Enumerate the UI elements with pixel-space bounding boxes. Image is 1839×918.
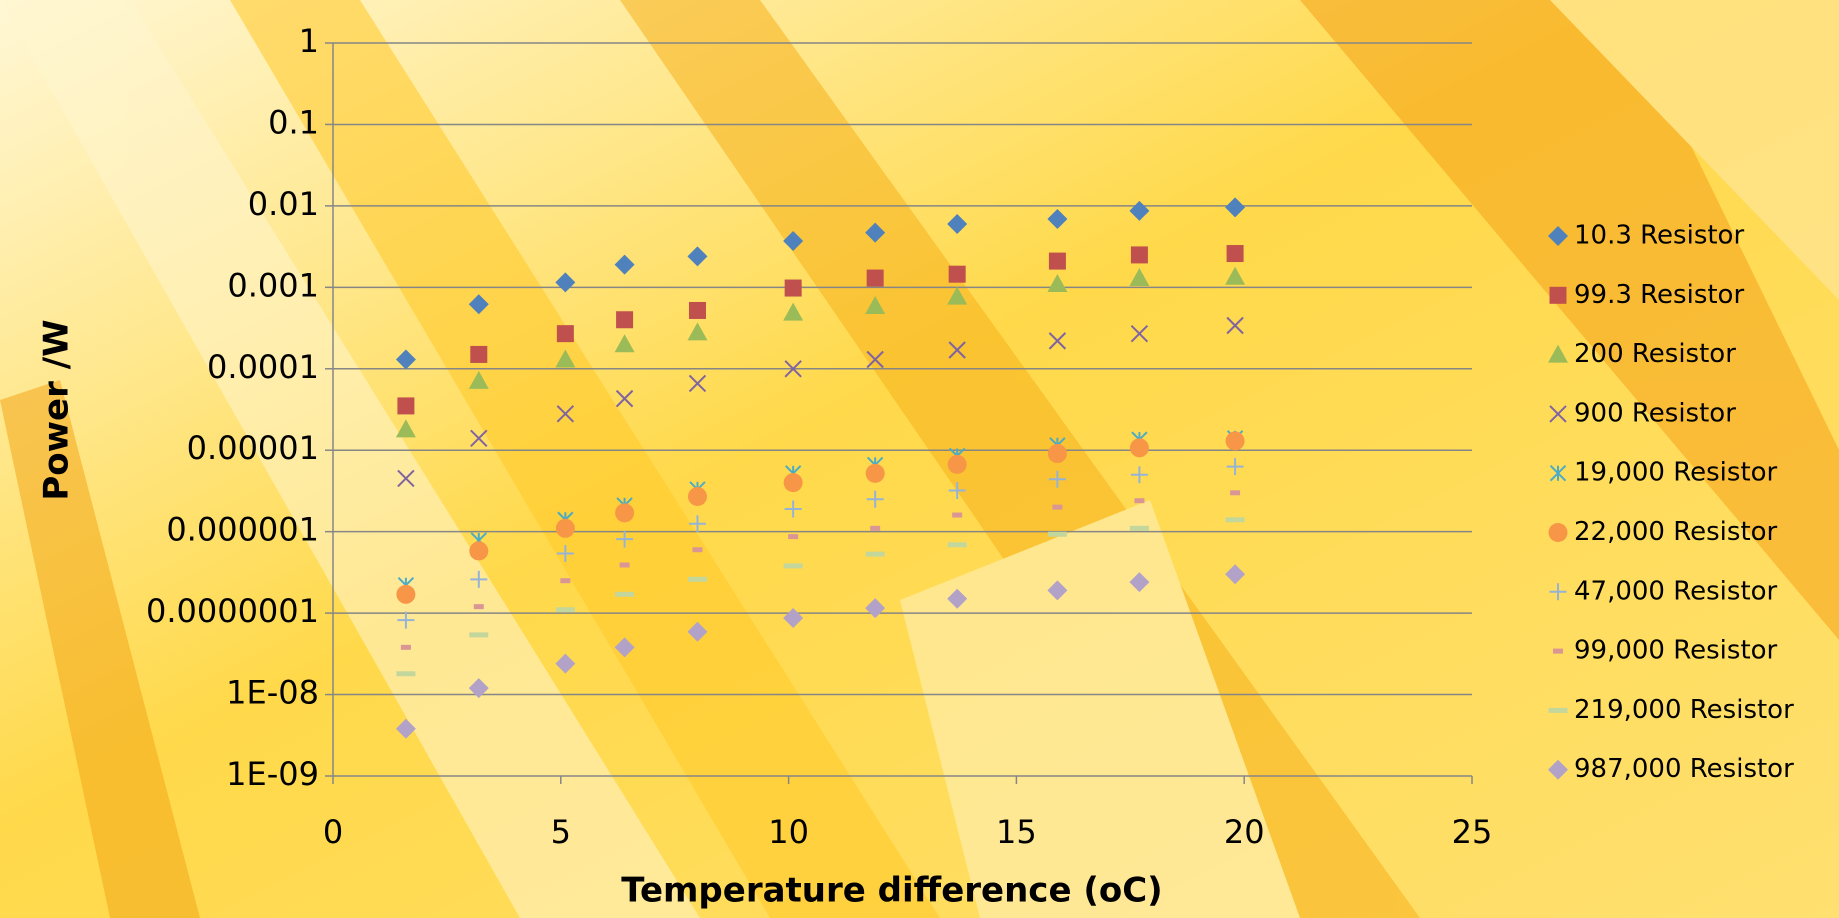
marker xyxy=(560,578,570,583)
marker xyxy=(866,552,885,557)
legend-label: 47,000 Resistor xyxy=(1574,576,1778,606)
marker xyxy=(1048,532,1067,537)
y-tick-label: 0.001 xyxy=(227,266,319,304)
marker xyxy=(692,547,702,552)
y-tick-label: 0.000001 xyxy=(166,511,319,549)
y-axis-title: Power /W xyxy=(37,319,77,500)
marker xyxy=(615,503,634,522)
marker xyxy=(948,455,967,474)
marker xyxy=(949,266,966,283)
y-tick-label: 1E-09 xyxy=(226,755,319,793)
legend-label: 22,000 Resistor xyxy=(1574,517,1778,547)
x-tick-label: 0 xyxy=(323,813,343,851)
marker xyxy=(1550,287,1567,304)
y-tick-label: 0.00001 xyxy=(187,429,319,467)
marker xyxy=(870,526,880,531)
x-tick-label: 15 xyxy=(996,813,1037,851)
marker xyxy=(620,562,630,567)
marker xyxy=(784,473,803,492)
marker xyxy=(948,542,967,547)
marker xyxy=(616,311,633,328)
marker xyxy=(785,280,802,297)
marker xyxy=(396,585,415,604)
x-tick-label: 25 xyxy=(1452,813,1493,851)
marker xyxy=(1131,246,1148,263)
marker xyxy=(1134,498,1144,503)
marker xyxy=(952,513,962,518)
legend-label: 10.3 Resistor xyxy=(1574,221,1744,251)
y-tick-label: 0.0001 xyxy=(207,348,319,386)
marker xyxy=(556,607,575,612)
marker xyxy=(1130,526,1149,531)
legend-label: 99.3 Resistor xyxy=(1574,280,1744,310)
marker xyxy=(784,563,803,568)
marker xyxy=(688,577,707,582)
marker xyxy=(1048,444,1067,463)
marker xyxy=(1553,649,1563,654)
marker xyxy=(469,541,488,560)
legend-label: 987,000 Resistor xyxy=(1574,754,1794,784)
marker xyxy=(401,645,411,650)
x-tick-label: 20 xyxy=(1224,813,1265,851)
x-tick-label: 10 xyxy=(768,813,809,851)
y-tick-label: 0.01 xyxy=(248,185,319,223)
chart: Temperature difference (oC) Power /W 10.… xyxy=(0,0,1839,918)
marker xyxy=(688,487,707,506)
y-tick-label: 1E-08 xyxy=(226,674,319,712)
marker xyxy=(469,632,488,637)
legend-label: 99,000 Resistor xyxy=(1574,636,1778,666)
legend-label: 200 Resistor xyxy=(1574,339,1736,369)
legend-label: 900 Resistor xyxy=(1574,398,1736,428)
marker xyxy=(556,519,575,538)
marker xyxy=(1549,523,1568,542)
x-axis-title: Temperature difference (oC) xyxy=(621,871,1162,911)
marker xyxy=(474,604,484,609)
marker xyxy=(1549,708,1568,713)
marker xyxy=(470,346,487,363)
marker xyxy=(557,325,574,342)
marker xyxy=(1226,517,1245,522)
y-tick-label: 0.1 xyxy=(268,103,319,141)
marker xyxy=(1130,438,1149,457)
y-tick-label: 0.0000001 xyxy=(146,592,319,630)
marker xyxy=(615,592,634,597)
marker xyxy=(788,534,798,539)
marker xyxy=(396,671,415,676)
marker xyxy=(1226,431,1245,450)
marker xyxy=(689,302,706,319)
legend-label: 19,000 Resistor xyxy=(1574,458,1778,488)
marker xyxy=(867,270,884,287)
marker xyxy=(1049,253,1066,270)
marker xyxy=(1230,490,1240,495)
y-tick-label: 1 xyxy=(299,22,319,60)
marker xyxy=(397,397,414,414)
marker xyxy=(866,464,885,483)
marker xyxy=(1052,505,1062,510)
x-tick-label: 5 xyxy=(551,813,571,851)
marker xyxy=(1227,245,1244,262)
legend-label: 219,000 Resistor xyxy=(1574,695,1794,725)
